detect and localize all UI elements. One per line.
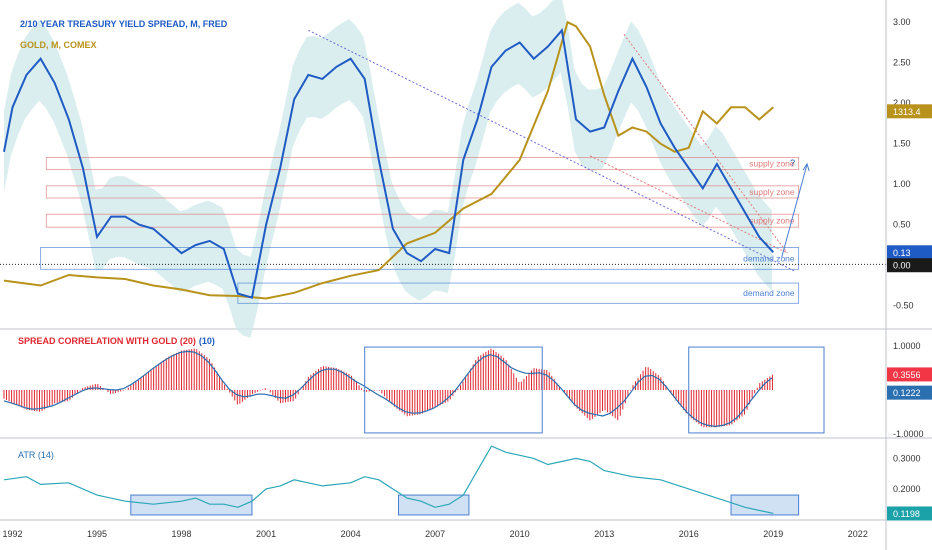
spread-last-label-bg <box>887 245 932 260</box>
x-tick-label: 2013 <box>594 529 614 539</box>
legend-correlation-period: (10) <box>199 336 215 346</box>
zone-label-supply: supply zone <box>749 216 795 226</box>
y-tick-label: 2.50 <box>893 58 911 68</box>
gold-last-label: 1313.4 <box>893 107 921 117</box>
zone-box-supply <box>45 185 800 199</box>
legend-atr: ATR (14) <box>18 450 54 460</box>
gold-line <box>3 20 774 300</box>
zone-label-demand: demand zone <box>743 253 795 263</box>
x-tick-label: 2004 <box>341 529 361 539</box>
atr-line <box>3 445 774 514</box>
corr-smooth-line <box>3 350 773 428</box>
gold-last-label-bg <box>887 104 932 119</box>
zero-label: 0.00 <box>893 261 911 271</box>
corr-blue-label-bg <box>887 385 932 400</box>
question-mark: ? <box>790 158 795 168</box>
spread-last-label: 0.13 <box>893 248 911 258</box>
atr-highlight-box <box>130 494 253 516</box>
atr-y-tick: 0.3000 <box>893 453 921 463</box>
x-tick-label: 1992 <box>2 529 22 539</box>
x-tick-label: 2007 <box>425 529 445 539</box>
corr-red-label: 0.3556 <box>893 370 921 380</box>
atr-panel: 0.3000 0.2000 0.1198 <box>0 445 932 521</box>
x-tick-label: 2010 <box>510 529 530 539</box>
x-tick-label: 2022 <box>848 529 868 539</box>
zone-label-supply: supply zone <box>749 187 795 197</box>
y-tick-label: 2.00 <box>893 98 911 108</box>
legend-gold: GOLD, M, COMEX <box>20 40 97 50</box>
legend-correlation-title: SPREAD CORRELATION WITH GOLD (20) <box>18 336 196 346</box>
legend-spread: 2/10 YEAR TREASURY YIELD SPREAD, M, FRED <box>20 19 228 29</box>
y-tick-label: 1.00 <box>893 179 911 189</box>
zone-label-supply: supply zone <box>749 159 795 169</box>
trendline-red <box>623 34 788 254</box>
atr-y-tick: 0.2000 <box>893 484 921 494</box>
x-tick-label: 1998 <box>172 529 192 539</box>
y-tick-label: 1.50 <box>893 139 911 149</box>
atr-last-label: 0.1198 <box>893 509 920 519</box>
corr-y-tick: 1.0000 <box>893 341 921 351</box>
x-tick-label: 2016 <box>679 529 699 539</box>
projection-arrowhead <box>802 162 810 172</box>
trendline-down <box>308 29 797 273</box>
corr-y-tick: -1.0000 <box>893 429 924 439</box>
atr-last-label-bg <box>887 506 932 521</box>
y-tick-label: 3.00 <box>893 17 911 27</box>
projection-arrow <box>781 163 808 258</box>
main-panel: supply zone supply zone supply zone demand … <box>0 0 932 338</box>
y-tick-label: 0.50 <box>893 220 911 230</box>
zone-box-demand <box>237 282 800 304</box>
x-tick-label: 1995 <box>87 529 107 539</box>
x-axis: 1992 1995 1998 2001 2004 2007 2010 2013 2016 2019… <box>2 0 887 550</box>
zero-label-bg <box>887 258 932 273</box>
atr-highlight-box <box>730 494 800 516</box>
spread-line <box>3 28 775 299</box>
y-tick-label: -0.50 <box>893 301 914 311</box>
zone-label-demand: demand zone <box>743 288 795 298</box>
zone-box-supply <box>45 213 800 228</box>
legend-correlation: SPREAD CORRELATION WITH GOLD (20) (10) <box>18 336 215 346</box>
x-tick-label: 2019 <box>763 529 783 539</box>
bollinger-band <box>4 0 772 338</box>
x-tick-label: 2001 <box>256 529 276 539</box>
corr-highlight-box <box>688 346 825 434</box>
correlation-panel: 1.0000 -1.0000 0.3556 0.1222 <box>0 341 932 439</box>
corr-highlight-box <box>364 346 543 434</box>
corr-red-label-bg <box>887 367 932 382</box>
trendline-red-2 <box>589 155 788 254</box>
zone-box-demand <box>40 247 800 270</box>
corr-blue-label: 0.1222 <box>893 388 921 398</box>
zone-box-supply <box>45 157 800 171</box>
